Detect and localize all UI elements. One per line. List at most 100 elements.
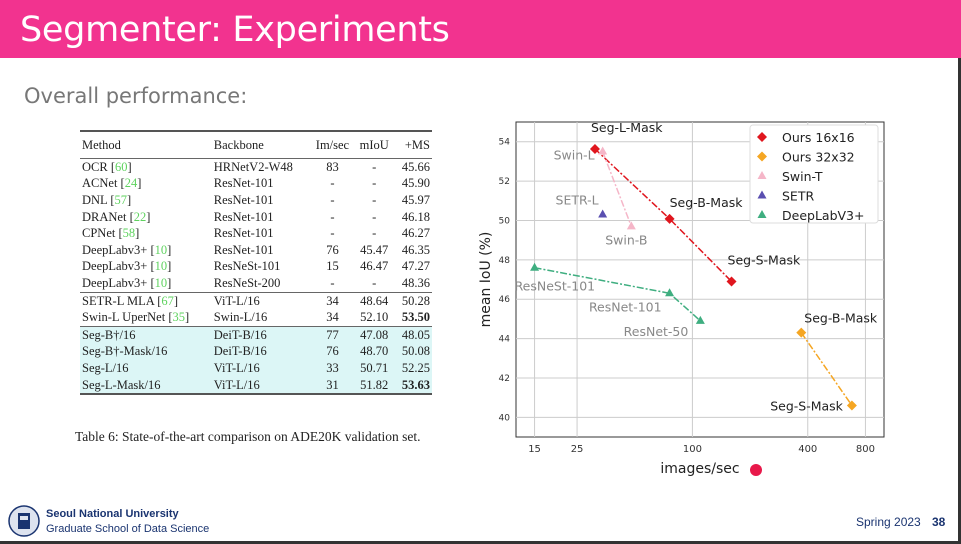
backbone-cell: ResNet-101 <box>213 209 274 224</box>
y-tick-label: 48 <box>499 256 511 266</box>
backbone-cell: ResNet-101 <box>213 226 274 241</box>
method-name: OCR <box>82 159 108 174</box>
citation-link[interactable]: 35 <box>172 310 186 325</box>
miou-cell: 45.47 <box>360 242 389 257</box>
ms-cell: 48.05 <box>393 325 432 344</box>
imsec-cell: 34 <box>326 310 339 325</box>
method-name: Seg-B†/16 <box>82 327 136 342</box>
method-name: SETR-L MLA <box>82 293 155 308</box>
miou-cell: 47.08 <box>354 325 394 344</box>
ms-cell: 52.25 <box>393 360 432 377</box>
citation-link[interactable]: 10 <box>154 275 168 290</box>
citation-link[interactable]: 67 <box>161 293 174 308</box>
legend-entry: Ours 16x16 <box>782 130 855 145</box>
backbone-cell: Swin-L/16 <box>213 310 268 325</box>
miou-cell: - <box>354 157 394 176</box>
miou-cell: - <box>372 275 377 290</box>
table-row: DRANet [22] ResNet-101 - - 46.18 <box>80 209 432 226</box>
citation-link[interactable]: 60 <box>115 159 128 174</box>
backbone-cell: DeiT-B/16 <box>211 343 311 361</box>
series-line <box>800 332 853 406</box>
method-cell: ACNet [24] <box>82 176 142 191</box>
method-name: DeepLabv3+ <box>82 242 148 257</box>
y-tick-label: 42 <box>499 374 510 384</box>
legend-entry: Swin-T <box>782 169 823 184</box>
right-border <box>958 58 961 544</box>
slide-subtitle: Overall performance: <box>24 84 248 108</box>
title-bar: Segmenter: Experiments <box>0 0 961 58</box>
method-name: DNL <box>82 192 108 207</box>
series-line <box>534 266 701 322</box>
citation-link[interactable]: 24 <box>124 176 138 191</box>
university-name: Seoul National University <box>46 508 179 520</box>
column-header: Backbone <box>211 130 311 159</box>
backbone-cell: ResNet-101 <box>213 242 274 257</box>
ms-cell: 47.27 <box>401 259 430 274</box>
ms-cell: 46.35 <box>401 242 430 257</box>
ms-cell: 50.08 <box>393 343 432 361</box>
backbone-cell: ResNet-101 <box>213 176 274 191</box>
legend-marker <box>757 190 767 199</box>
y-tick-label: 46 <box>499 295 511 305</box>
miou-cell: 46.47 <box>360 259 389 274</box>
method-name: ACNet <box>82 176 118 191</box>
series-line <box>594 148 733 282</box>
backbone-cell: DeiT-B/16 <box>211 325 311 344</box>
point-label: SETR-L <box>556 193 599 208</box>
citation-link[interactable]: 10 <box>154 259 168 274</box>
citation-link[interactable]: 10 <box>154 242 168 257</box>
page-number: 38 <box>932 515 946 529</box>
miou-cell: 50.71 <box>354 360 394 377</box>
ms-cell: 50.28 <box>393 291 432 310</box>
ms-cell: 48.36 <box>401 275 430 290</box>
ms-cell: 53.63 <box>393 376 432 396</box>
method-cell: Seg-L-Mask/16 <box>80 376 212 396</box>
imsec-cell: - <box>330 209 335 224</box>
legend-entry: DeepLabV3+ <box>782 208 864 223</box>
method-cell: DRANet [22] <box>82 209 151 224</box>
backbone-cell: ResNet-101 <box>213 192 274 207</box>
citation-link[interactable]: 58 <box>122 226 136 241</box>
method-cell: DeepLabv3+ [10] <box>82 242 172 257</box>
results-table: Method Backbone Im/sec mIoU +MS OCR [60] HRNet… <box>80 130 432 396</box>
column-header: Method <box>80 130 212 159</box>
bottom-border <box>0 541 961 544</box>
method-name: DeepLabv3+ <box>82 259 148 274</box>
ms-cell: 45.66 <box>393 157 432 176</box>
legend-marker <box>757 132 767 142</box>
column-header: Im/sec <box>310 130 355 159</box>
method-name: Seg-L-Mask/16 <box>82 377 161 392</box>
method-cell: DNL [57] <box>82 192 132 207</box>
method-cell: Swin-L UperNet [35] <box>82 310 190 325</box>
ms-cell: 46.18 <box>401 209 430 224</box>
imsec-cell: - <box>330 176 335 191</box>
table-header-row: Method Backbone Im/sec mIoU +MS <box>80 130 432 159</box>
legend-marker <box>757 171 767 179</box>
data-point <box>726 276 737 287</box>
citation-link[interactable]: 57 <box>114 192 128 207</box>
miou-cell: - <box>372 226 377 241</box>
table-row: OCR [60] HRNetV2-W48 83-45.66 <box>80 157 432 176</box>
x-axis-label: images/sec <box>660 461 739 477</box>
data-point <box>695 315 705 324</box>
imsec-cell: 83 <box>310 157 355 176</box>
miou-cell: 52.10 <box>360 310 389 325</box>
method-name: Swin-L UperNet <box>82 310 166 325</box>
imsec-cell: 77 <box>310 325 355 344</box>
imsec-cell: 76 <box>310 343 355 361</box>
backbone-cell: ResNeSt-200 <box>213 275 281 290</box>
data-point <box>530 262 540 271</box>
point-label: Seg-B-Mask <box>804 311 878 326</box>
data-point <box>665 288 675 297</box>
method-cell: DeepLabv3+ [10] <box>82 275 172 290</box>
series-line <box>601 151 633 227</box>
imsec-cell: 34 <box>310 291 355 310</box>
citation-link[interactable]: 22 <box>133 209 147 224</box>
data-point <box>598 209 608 218</box>
table-row: Swin-L UperNet [35] Swin-L/16 34 52.10 53.50 <box>80 309 432 326</box>
ms-cell: 46.27 <box>401 226 430 241</box>
table-row: Seg-L/16 ViT-L/16 33 50.71 52.25 <box>80 360 432 377</box>
best-value: 53.63 <box>401 377 430 392</box>
imsec-cell: 31 <box>310 376 355 396</box>
method-cell: OCR [60] <box>80 157 212 176</box>
